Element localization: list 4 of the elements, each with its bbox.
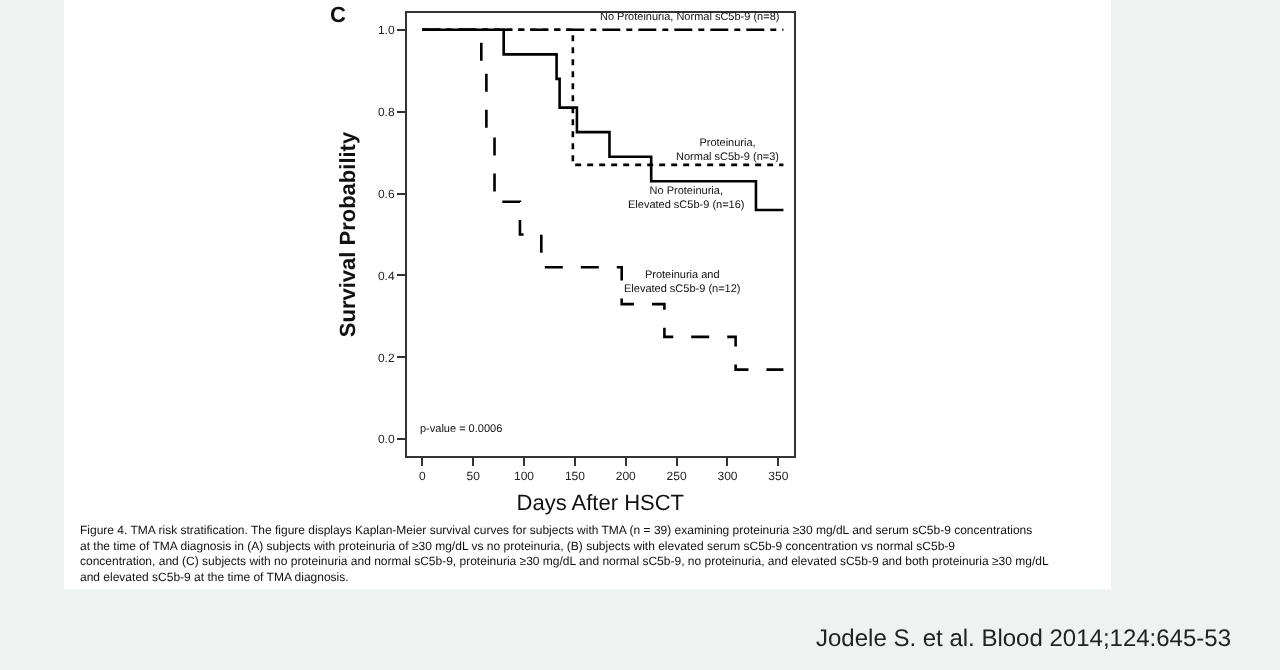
y-axis-title: Survival Probability xyxy=(337,130,362,338)
x-axis-title: Days After HSCT xyxy=(516,492,685,517)
text: C xyxy=(330,4,346,28)
text: Jodele S. et al. Blood 2014;124:645-53 xyxy=(816,624,1232,652)
